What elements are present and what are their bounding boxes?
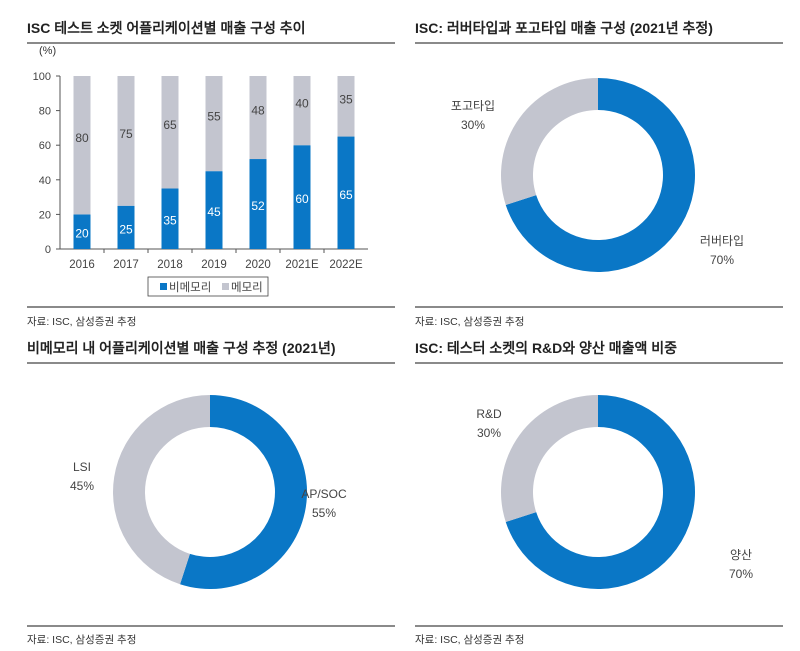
title-rule <box>27 362 395 364</box>
slice-label: AP/SOC <box>301 487 347 501</box>
bar-chart-panel: ISC 테스트 소켓 어플리케이션별 매출 구성 추이 (%) 0 20 40 60 80… <box>27 18 397 333</box>
bar-data-label: 25 <box>119 222 133 236</box>
bar-non-memory <box>117 205 135 249</box>
donut-chart: 양산 70% R&D 30% <box>476 395 753 589</box>
x-tick-label: 2021E <box>285 259 319 271</box>
bar-data-label: 40 <box>295 97 309 111</box>
bar-non-memory <box>161 188 179 249</box>
slice-value: 70% <box>710 253 734 267</box>
donut-slice <box>501 78 598 205</box>
bar-data-label: 55 <box>207 110 221 124</box>
bar-memory <box>337 76 355 137</box>
chart-title: 비메모리 내 어플리케이션별 매출 구성 추정 (2021년) <box>27 340 336 356</box>
bar-data-label: 48 <box>251 104 265 118</box>
source-note: 자료: ISC, 삼성증권 추정 <box>415 316 525 328</box>
donut-panel-1: ISC: 러버타입과 포고타입 매출 구성 (2021년 추정) 러버타입 70%… <box>415 18 785 333</box>
x-tick-label: 2022E <box>329 259 363 271</box>
bar-data-label: 65 <box>163 118 177 132</box>
title-rule <box>27 42 395 44</box>
slice-label: 포고타입 <box>451 99 495 113</box>
title-rule <box>415 362 783 364</box>
source-rule <box>415 625 783 627</box>
title-rule <box>415 42 783 44</box>
bar-data-label: 65 <box>339 188 353 202</box>
bar-memory <box>249 76 267 160</box>
bar-non-memory <box>337 136 355 249</box>
bar-non-memory <box>249 159 267 249</box>
donut-chart: AP/SOC 55% LSI 45% <box>70 395 347 589</box>
bar-chart: (%) 0 20 40 60 80 100 20 80 2016 25 75 2017 35 65 2018 4… <box>33 45 368 297</box>
bar-data-label: 20 <box>75 227 89 241</box>
source-note: 자료: ISC, 삼성증권 추정 <box>415 634 525 646</box>
bar-data-label: 35 <box>163 214 177 228</box>
legend-label: 메모리 <box>231 281 263 294</box>
x-tick-label: 2019 <box>201 259 227 271</box>
chart-title: ISC: 테스터 소켓의 R&D와 양산 매출액 비중 <box>415 340 677 356</box>
bar-non-memory <box>73 214 91 249</box>
legend-swatch <box>160 283 167 290</box>
x-tick-label: 2018 <box>157 259 183 271</box>
y-tick-label: 80 <box>39 106 51 118</box>
slice-value: 55% <box>312 506 336 520</box>
slice-value: 30% <box>477 426 501 440</box>
source-rule <box>27 625 395 627</box>
slice-label: R&D <box>476 407 502 421</box>
y-tick-label: 20 <box>39 209 51 221</box>
donut-panel-2: 비메모리 내 어플리케이션별 매출 구성 추정 (2021년) AP/SOC 55… <box>27 338 397 651</box>
donut-panel-3: ISC: 테스터 소켓의 R&D와 양산 매출액 비중 양산 70% R&D 30% … <box>415 338 785 651</box>
donut-slice <box>505 78 696 272</box>
bar-data-label: 35 <box>339 92 353 106</box>
donut-slice <box>501 395 598 522</box>
chart-title: ISC 테스트 소켓 어플리케이션별 매출 구성 추이 <box>27 20 306 36</box>
slice-label: 양산 <box>730 548 752 562</box>
source-rule <box>415 306 783 308</box>
bar-memory <box>293 76 311 146</box>
bar-data-label: 75 <box>119 127 133 141</box>
bar-data-label: 45 <box>207 205 221 219</box>
legend-box <box>147 276 269 297</box>
bar-data-label: 52 <box>251 199 265 213</box>
bar-memory <box>205 76 223 172</box>
x-tick-label: 2020 <box>245 259 271 271</box>
donut-slice <box>180 395 308 589</box>
source-note: 자료: ISC, 삼성증권 추정 <box>27 316 137 328</box>
donut-slice <box>113 395 210 585</box>
y-tick-label: 60 <box>39 140 51 152</box>
bar-non-memory <box>205 171 223 249</box>
slice-value: 30% <box>461 118 485 132</box>
y-tick-label: 0 <box>45 244 51 256</box>
x-tick-label: 2016 <box>69 259 95 271</box>
slice-label: LSI <box>73 460 91 474</box>
chart-title: ISC: 러버타입과 포고타입 매출 구성 (2021년 추정) <box>415 20 713 36</box>
bar-non-memory <box>293 145 311 249</box>
donut-slice <box>505 395 696 589</box>
y-axis-unit: (%) <box>39 45 56 57</box>
y-tick-label: 100 <box>33 71 51 83</box>
source-rule <box>27 306 395 308</box>
x-tick-label: 2017 <box>113 259 139 271</box>
legend-swatch <box>222 283 229 290</box>
bar-memory <box>117 76 135 206</box>
bar-memory <box>73 76 91 215</box>
bar-memory <box>161 76 179 189</box>
slice-label: 러버타입 <box>700 234 744 248</box>
legend-label: 비메모리 <box>169 281 211 294</box>
bar-data-label: 80 <box>75 131 89 145</box>
slice-value: 45% <box>70 479 94 493</box>
donut-chart: 러버타입 70% 포고타입 30% <box>451 78 744 272</box>
source-note: 자료: ISC, 삼성증권 추정 <box>27 634 137 646</box>
slice-value: 70% <box>729 567 753 581</box>
bar-data-label: 60 <box>295 192 309 206</box>
y-tick-label: 40 <box>39 175 51 187</box>
